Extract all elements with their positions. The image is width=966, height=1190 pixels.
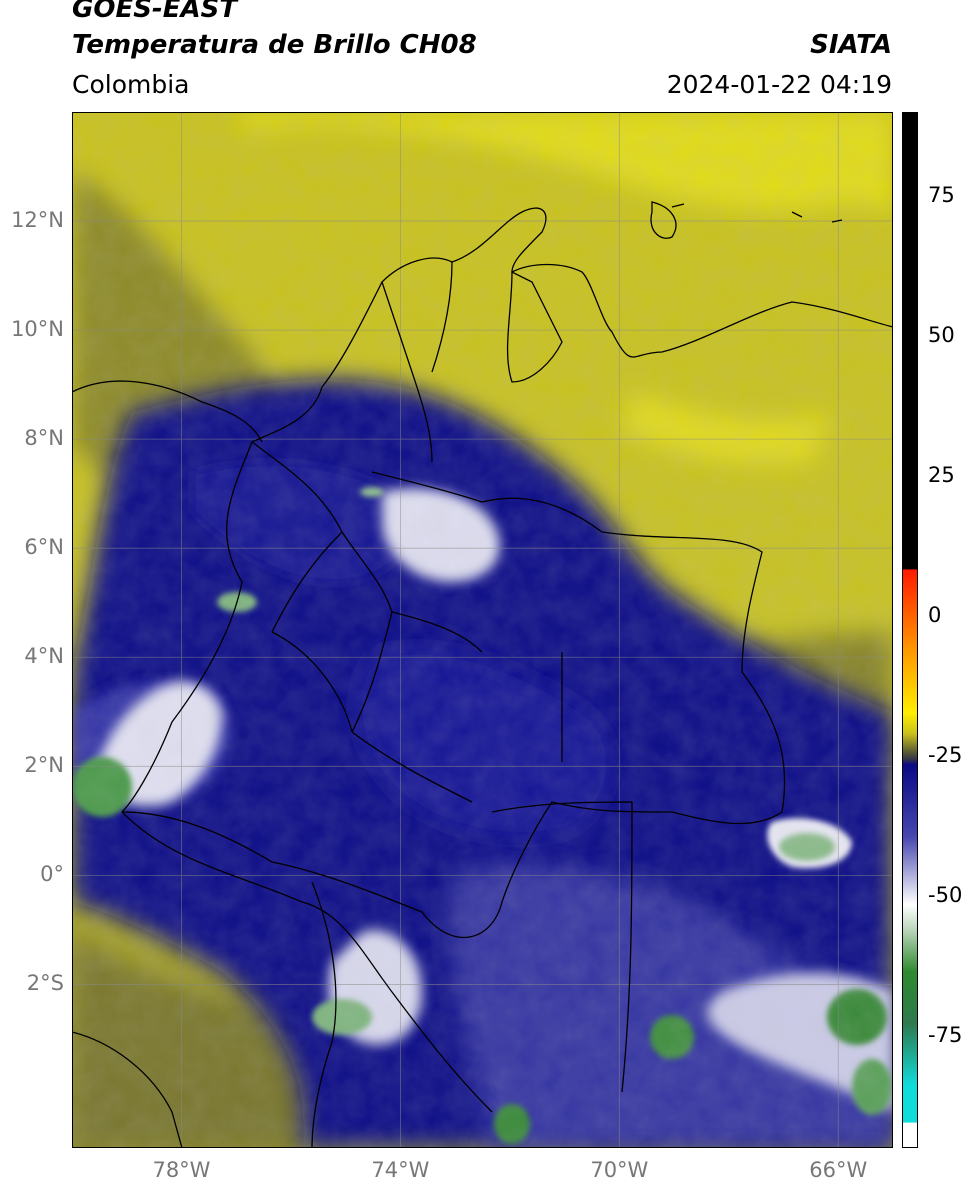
- lat-tick-label: 10°N: [11, 317, 64, 342]
- colorbar-gradient: [902, 112, 918, 1148]
- colorbar-tick-label: 50: [928, 323, 955, 347]
- colorbar-tick-label: 25: [928, 463, 955, 487]
- satellite-title: GOES-EAST: [72, 0, 238, 24]
- satellite-map: [72, 112, 893, 1148]
- lat-tick-label: 2°S: [26, 971, 64, 996]
- colorbar-tick-label: -25: [928, 743, 963, 767]
- colorbar-tick-label: 0: [928, 603, 942, 627]
- map-frame: [72, 112, 893, 1148]
- borders: [72, 201, 893, 1148]
- lon-tick-label: 66°W: [809, 1158, 868, 1182]
- lat-tick-label: 12°N: [11, 208, 64, 233]
- colorbar-tick-label: 75: [928, 183, 955, 207]
- lat-tick-label: 8°N: [24, 426, 64, 451]
- product-title: Temperatura de Brillo CH08: [72, 30, 477, 60]
- agency-label: SIATA: [810, 30, 892, 60]
- colorbar-tick-label: -75: [928, 1023, 963, 1047]
- region-label: Colombia: [72, 70, 190, 99]
- colorbar: [902, 112, 918, 1148]
- lon-tick-label: 78°W: [152, 1158, 211, 1182]
- graticule: [72, 112, 893, 1148]
- lat-tick-label: 0°: [40, 862, 64, 887]
- lon-tick-label: 70°W: [590, 1158, 649, 1182]
- lat-tick-label: 4°N: [24, 644, 64, 669]
- lat-tick-label: 2°N: [24, 753, 64, 778]
- timestamp-label: 2024-01-22 04:19: [666, 70, 892, 99]
- lat-tick-label: 6°N: [24, 535, 64, 560]
- colorbar-tick-label: -50: [928, 883, 963, 907]
- lon-tick-label: 74°W: [371, 1158, 430, 1182]
